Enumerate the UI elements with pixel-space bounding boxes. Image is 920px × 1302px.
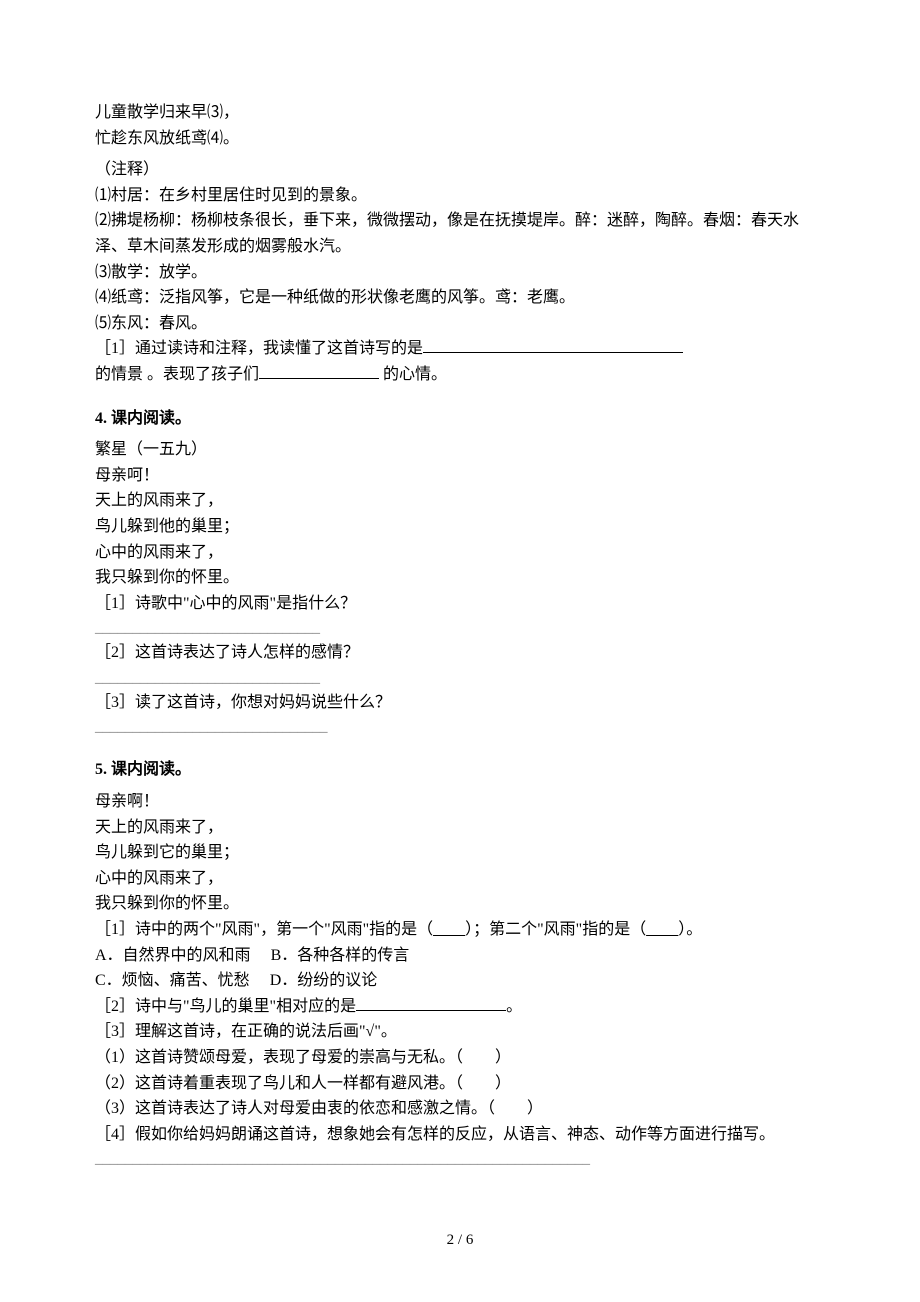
- section-4-head: 4. 课内阅读。: [95, 406, 825, 432]
- option-b[interactable]: B．各种各样的传言: [271, 947, 410, 964]
- sec4-q2: ［2］这首诗表达了诗人怎样的感情？: [95, 640, 825, 666]
- page-number: 2 / 6: [0, 1228, 920, 1252]
- sec5-q2-a: ［2］诗中与"鸟儿的巢里"相对应的是: [95, 998, 356, 1015]
- sec5-q3-2[interactable]: （2）这首诗着重表现了鸟儿和人一样都有避风港。（ ）: [95, 1071, 825, 1097]
- sec4-title: 繁星（一五九）: [95, 437, 825, 463]
- sec5-q1-c: ）。: [678, 921, 702, 938]
- sec5-options-row1: A．自然界中的风和雨 B．各种各样的传言: [95, 943, 825, 969]
- sec5-line2: 天上的风雨来了，: [95, 815, 825, 841]
- sec5-q4: ［4］假如你给妈妈朗诵这首诗，想象她会有怎样的反应，从语言、神态、动作等方面进行…: [95, 1122, 825, 1148]
- blank-2[interactable]: [259, 362, 379, 379]
- option-a[interactable]: A．自然界中的风和雨: [95, 947, 251, 964]
- sec4-line5: 我只躲到你的怀里。: [95, 565, 825, 591]
- q1-text-b: 的情景 。表现了孩子们: [95, 366, 259, 383]
- sec5-options-row2: C．烦恼、痛苦、忧愁 D．纷纷的议论: [95, 968, 825, 994]
- note-4: ⑷纸鸢：泛指风筝，它是一种纸做的形状像老鹰的风筝。鸢：老鹰。: [95, 285, 825, 311]
- sec5-q3-1[interactable]: （1）这首诗赞颂母爱，表现了母爱的崇高与无私。（ ）: [95, 1045, 825, 1071]
- sec5-line1: 母亲啊！: [95, 789, 825, 815]
- sec4-q1-blank[interactable]: ______________________________: [95, 616, 825, 640]
- poem1-line4: 忙趁东风放纸鸢⑷。: [95, 126, 825, 152]
- sec5-q2-b: 。: [506, 998, 522, 1015]
- sec5-line5: 我只躲到你的怀里。: [95, 891, 825, 917]
- sec4-q1: ［1］诗歌中"心中的风雨"是指什么？: [95, 591, 825, 617]
- sec5-q2-blank[interactable]: [356, 994, 506, 1011]
- sec5-line4: 心中的风雨来了，: [95, 866, 825, 892]
- q1-line2: 的情景 。表现了孩子们 的心情。: [95, 362, 825, 388]
- sec4-line2: 天上的风雨来了，: [95, 488, 825, 514]
- sec4-q3-blank[interactable]: _______________________________: [95, 715, 825, 739]
- sec5-q1-a: ［1］诗中的两个"风雨"，第一个"风雨"指的是（: [95, 921, 433, 938]
- q1-text-a: ［1］通过读诗和注释，我读懂了这首诗写的是: [95, 340, 423, 357]
- sec5-q3-3[interactable]: （3）这首诗表达了诗人对母爱由衷的依恋和感激之情。（ ）: [95, 1096, 825, 1122]
- note-5: ⑸东风：春风。: [95, 311, 825, 337]
- note-2: ⑵拂堤杨柳：杨柳枝条很长，垂下来，微微摆动，像是在抚摸堤岸。醉：迷醉，陶醉。春烟…: [95, 208, 825, 259]
- sec4-q3: ［3］读了这首诗，你想对妈妈说些什么？: [95, 690, 825, 716]
- sec4-line1: 母亲呵！: [95, 463, 825, 489]
- sec5-q1: ［1］诗中的两个"风雨"，第一个"风雨"指的是（____）；第二个"风雨"指的是…: [95, 917, 825, 943]
- sec5-q1-blank1[interactable]: ____: [433, 921, 465, 938]
- notes-title: （注释）: [95, 157, 825, 183]
- note-3: ⑶散学：放学。: [95, 260, 825, 286]
- sec5-q1-blank2[interactable]: ____: [646, 921, 678, 938]
- q1-line1: ［1］通过读诗和注释，我读懂了这首诗写的是: [95, 336, 825, 362]
- blank-1[interactable]: [423, 336, 683, 353]
- sec5-q4-blank[interactable]: ________________________________________…: [95, 1147, 825, 1171]
- sec4-line4: 心中的风雨来了，: [95, 540, 825, 566]
- poem1-line3: 儿童散学归来早⑶，: [95, 100, 825, 126]
- sec5-q2: ［2］诗中与"鸟儿的巢里"相对应的是 。: [95, 994, 825, 1020]
- option-c[interactable]: C．烦恼、痛苦、忧愁: [95, 972, 250, 989]
- sec5-q1-b: ）；第二个"风雨"指的是（: [465, 921, 646, 938]
- option-d[interactable]: D．纷纷的议论: [270, 972, 378, 989]
- section-5-head: 5. 课内阅读。: [95, 757, 825, 783]
- sec4-line3: 鸟儿躲到他的巢里；: [95, 514, 825, 540]
- sec4-q2-blank[interactable]: ______________________________: [95, 666, 825, 690]
- q1-text-c: 的心情。: [379, 366, 447, 383]
- note-1: ⑴村居：在乡村里居住时见到的景象。: [95, 183, 825, 209]
- sec5-q3: ［3］理解这首诗，在正确的说法后画"√"。: [95, 1019, 825, 1045]
- sec5-line3: 鸟儿躲到它的巢里；: [95, 840, 825, 866]
- page: 儿童散学归来早⑶， 忙趁东风放纸鸢⑷。 （注释） ⑴村居：在乡村里居住时见到的景…: [0, 0, 920, 1302]
